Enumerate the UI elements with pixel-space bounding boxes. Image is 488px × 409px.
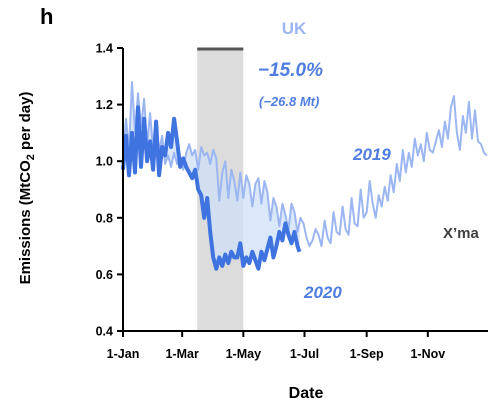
x-tick-label: 1-Jul (290, 347, 319, 361)
y-ticks: 0.4 0.6 0.8 1.0 1.2 1.4 (96, 42, 123, 339)
fill-between-series (123, 82, 301, 269)
annotation-label-2019: 2019 (352, 145, 391, 164)
x-axis-title: Date (289, 385, 324, 402)
annotation-pct-change: −15.0% (258, 60, 323, 81)
x-ticks: 1-Jan 1-Mar 1-May 1-Jul 1-Sep 1-Nov (107, 331, 445, 361)
y-tick-label: 0.8 (96, 211, 113, 225)
x-tick-label: 1-Mar (165, 347, 198, 361)
annotation-mt-change: (−26.8 Mt) (259, 94, 319, 109)
y-tick-label: 1.0 (96, 155, 113, 169)
y-axis-title-main: Emissions (MtCO (17, 160, 34, 285)
y-tick-label: 1.4 (96, 42, 113, 56)
annotation-label-2020: 2020 (303, 283, 342, 302)
y-tick-label: 1.2 (96, 98, 113, 112)
series-line-2019 (122, 81, 488, 248)
y-tick-label: 0.4 (96, 325, 113, 339)
x-tick-label: 1-Jan (107, 347, 140, 361)
y-axis-title-tail: per day) (17, 92, 34, 155)
x-tick-label: 1-Nov (410, 347, 445, 361)
plot-area (121, 47, 488, 331)
x-tick-label: 1-May (226, 347, 261, 361)
series-line-2020 (121, 105, 302, 271)
y-axis-title: Emissions (MtCO2 per day) (17, 92, 37, 285)
annotation-xmas: X’ma (443, 225, 480, 242)
y-tick-label: 0.6 (96, 268, 113, 282)
panel-letter: h (40, 4, 53, 29)
y-axis-title-subscript: 2 (25, 154, 37, 160)
x-tick-label: 1-Sep (350, 347, 384, 361)
annotation-region: UK (282, 19, 307, 38)
